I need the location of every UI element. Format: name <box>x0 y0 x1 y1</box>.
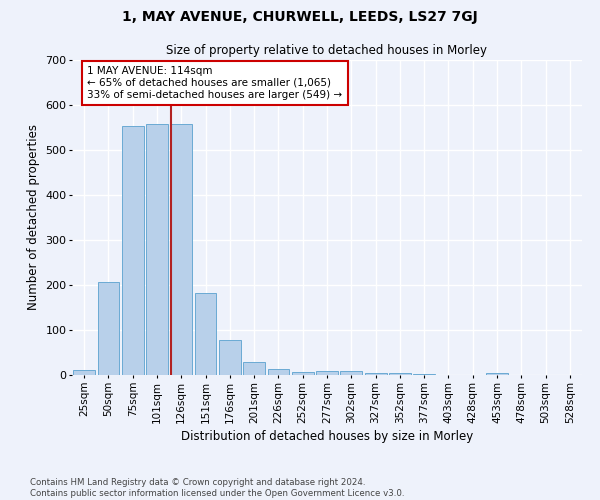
Bar <box>486 373 508 375</box>
X-axis label: Distribution of detached houses by size in Morley: Distribution of detached houses by size … <box>181 430 473 442</box>
Bar <box>340 370 362 375</box>
Bar <box>73 370 95 375</box>
Bar <box>316 370 338 375</box>
Text: Contains HM Land Registry data © Crown copyright and database right 2024.
Contai: Contains HM Land Registry data © Crown c… <box>30 478 404 498</box>
Bar <box>413 374 435 375</box>
Bar <box>243 362 265 375</box>
Bar <box>170 124 192 375</box>
Bar <box>122 126 143 375</box>
Title: Size of property relative to detached houses in Morley: Size of property relative to detached ho… <box>167 44 487 58</box>
Y-axis label: Number of detached properties: Number of detached properties <box>27 124 40 310</box>
Text: 1, MAY AVENUE, CHURWELL, LEEDS, LS27 7GJ: 1, MAY AVENUE, CHURWELL, LEEDS, LS27 7GJ <box>122 10 478 24</box>
Text: 1 MAY AVENUE: 114sqm
← 65% of detached houses are smaller (1,065)
33% of semi-de: 1 MAY AVENUE: 114sqm ← 65% of detached h… <box>88 66 343 100</box>
Bar <box>292 372 314 375</box>
Bar <box>194 292 217 375</box>
Bar <box>389 373 411 375</box>
Bar <box>146 124 168 375</box>
Bar <box>97 282 119 375</box>
Bar <box>365 373 386 375</box>
Bar <box>268 369 289 375</box>
Bar <box>219 340 241 375</box>
